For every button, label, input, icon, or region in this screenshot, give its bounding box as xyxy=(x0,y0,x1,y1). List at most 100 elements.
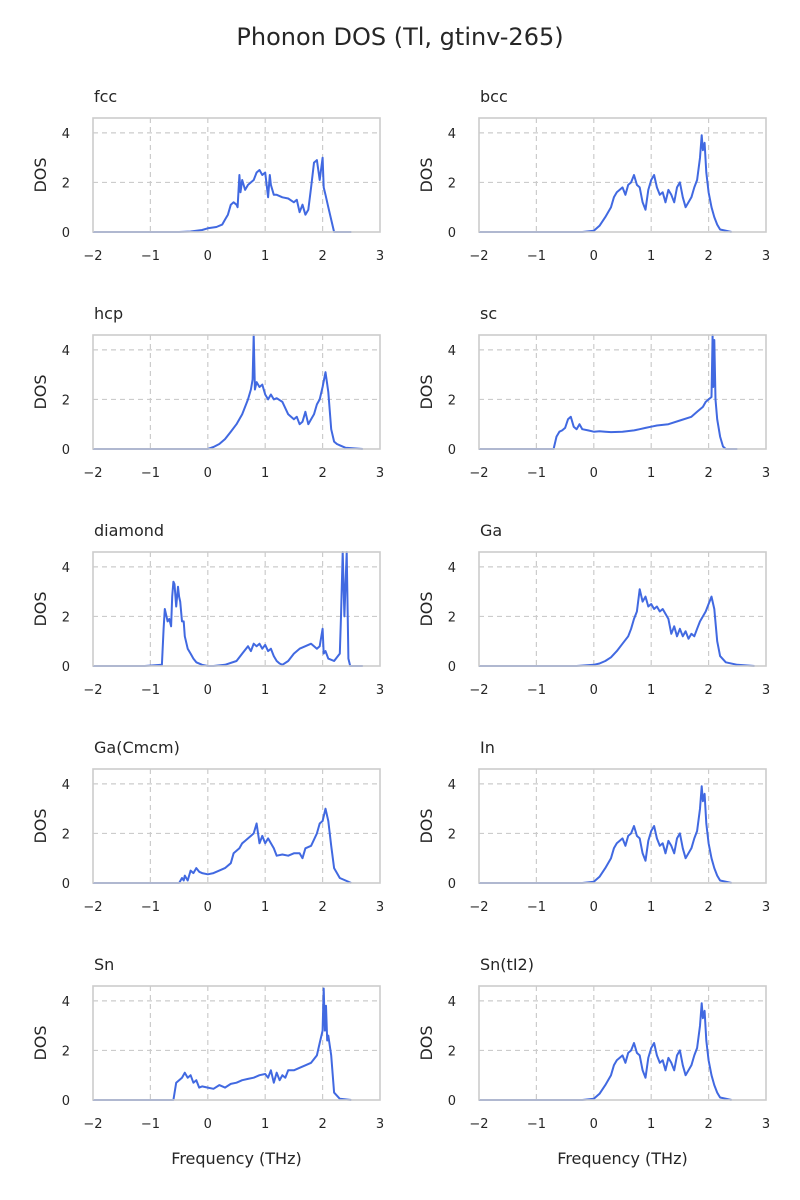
y-tick-label: 4 xyxy=(62,344,70,359)
y-tick-label: 2 xyxy=(448,827,456,842)
y-tick-label: 2 xyxy=(62,610,70,625)
subplot-6: Ga(Cmcm) −2 −1 0 1 2 3 0 2 4 DOS xyxy=(31,738,384,915)
x-tick-label: −1 xyxy=(527,1117,546,1132)
x-tick-label: −1 xyxy=(527,900,546,915)
y-tick-label: 0 xyxy=(448,443,456,458)
y-tick-label: 0 xyxy=(448,877,456,892)
x-tick-label: 2 xyxy=(318,466,326,481)
x-tick-label: 1 xyxy=(647,466,655,481)
x-tick-label: −2 xyxy=(83,466,102,481)
axes-frame xyxy=(92,334,381,450)
y-tick-label: 4 xyxy=(448,561,456,576)
y-tick-label: 2 xyxy=(448,176,456,191)
x-tick-label: 3 xyxy=(376,900,384,915)
x-tick-label: 0 xyxy=(204,1117,212,1132)
dos-line xyxy=(93,987,352,1101)
subplot-1: bcc −2 −1 0 1 2 3 0 2 4 DOS xyxy=(417,87,770,264)
x-tick-label: 2 xyxy=(704,683,712,698)
x-tick-label: 1 xyxy=(261,466,269,481)
y-tick-label: 2 xyxy=(62,393,70,408)
x-tick-label: 0 xyxy=(204,466,212,481)
y-tick-label: 0 xyxy=(62,443,70,458)
dos-line xyxy=(479,334,738,450)
y-tick-label: 0 xyxy=(62,877,70,892)
axes-frame xyxy=(478,551,767,667)
x-tick-label: 3 xyxy=(376,1117,384,1132)
x-tick-label: 3 xyxy=(762,900,770,915)
y-axis-label: DOS xyxy=(31,808,50,843)
subplot-4: diamond −2 −1 0 1 2 3 0 2 4 DOS xyxy=(31,521,384,698)
x-tick-label: −1 xyxy=(527,249,546,264)
x-tick-label: 3 xyxy=(762,466,770,481)
dos-line xyxy=(93,334,363,450)
y-tick-label: 2 xyxy=(448,610,456,625)
x-tick-label: 1 xyxy=(647,900,655,915)
x-tick-label: 0 xyxy=(590,1117,598,1132)
x-tick-label: −1 xyxy=(141,1117,160,1132)
y-tick-label: 4 xyxy=(448,344,456,359)
subplot-title: Sn xyxy=(94,955,114,974)
x-tick-label: −2 xyxy=(469,1117,488,1132)
x-axis-label: Frequency (THz) xyxy=(171,1149,301,1168)
y-axis-label: DOS xyxy=(417,157,436,192)
y-axis-label: DOS xyxy=(31,374,50,409)
x-tick-label: 3 xyxy=(376,466,384,481)
y-tick-label: 2 xyxy=(448,393,456,408)
x-tick-label: 3 xyxy=(762,249,770,264)
x-tick-label: 0 xyxy=(204,249,212,264)
subplot-title: fcc xyxy=(94,87,117,106)
y-tick-label: 2 xyxy=(62,827,70,842)
y-axis-label: DOS xyxy=(31,157,50,192)
y-axis-label: DOS xyxy=(417,808,436,843)
y-axis-label: DOS xyxy=(417,374,436,409)
axes-frame xyxy=(92,551,381,667)
subplot-title: bcc xyxy=(480,87,508,106)
x-tick-label: −2 xyxy=(469,900,488,915)
y-tick-label: 2 xyxy=(62,176,70,191)
x-tick-label: −1 xyxy=(141,683,160,698)
x-tick-label: 0 xyxy=(204,900,212,915)
x-tick-label: 3 xyxy=(762,683,770,698)
x-tick-label: 1 xyxy=(647,1117,655,1132)
dos-line xyxy=(93,807,352,884)
y-tick-label: 2 xyxy=(448,1044,456,1059)
dos-line xyxy=(93,156,352,233)
x-tick-label: 1 xyxy=(261,683,269,698)
subplot-2: hcp −2 −1 0 1 2 3 0 2 4 DOS xyxy=(31,304,384,481)
x-tick-label: 2 xyxy=(318,249,326,264)
x-tick-label: 0 xyxy=(590,683,598,698)
x-tick-label: −2 xyxy=(83,249,102,264)
x-tick-label: 2 xyxy=(704,1117,712,1132)
x-tick-label: −1 xyxy=(141,466,160,481)
subplot-title: In xyxy=(480,738,495,757)
y-axis-label: DOS xyxy=(31,591,50,626)
y-tick-label: 4 xyxy=(448,127,456,142)
x-tick-label: −2 xyxy=(469,683,488,698)
y-tick-label: 0 xyxy=(448,1094,456,1109)
x-tick-label: −2 xyxy=(469,466,488,481)
y-tick-label: 0 xyxy=(62,660,70,675)
x-tick-label: 2 xyxy=(704,900,712,915)
dos-line xyxy=(93,551,363,667)
y-axis-label: DOS xyxy=(31,1025,50,1060)
x-tick-label: −2 xyxy=(83,900,102,915)
x-tick-label: 2 xyxy=(318,900,326,915)
x-tick-label: −2 xyxy=(83,1117,102,1132)
x-tick-label: −1 xyxy=(141,249,160,264)
subplot-title: Ga xyxy=(480,521,502,540)
subplot-grid: fcc −2 −1 0 1 2 3 0 2 4 DOS bcc −2 −1 0 1 2 3 0 2 4 DOS hcp −2 −… xyxy=(31,87,770,1168)
subplot-9: Sn(tI2) −2 −1 0 1 2 3 0 2 4 DOS Frequency (THz) xyxy=(417,955,770,1168)
x-tick-label: 3 xyxy=(376,249,384,264)
x-tick-label: −2 xyxy=(469,249,488,264)
axes-frame xyxy=(92,985,381,1101)
y-axis-label: DOS xyxy=(417,591,436,626)
y-tick-label: 0 xyxy=(62,226,70,241)
y-tick-label: 2 xyxy=(62,1044,70,1059)
subplot-title: sc xyxy=(480,304,497,323)
axes-frame xyxy=(92,117,381,233)
x-tick-label: 1 xyxy=(647,249,655,264)
axes-frame xyxy=(478,117,767,233)
axes-frame xyxy=(92,768,381,884)
x-tick-label: 2 xyxy=(318,1117,326,1132)
